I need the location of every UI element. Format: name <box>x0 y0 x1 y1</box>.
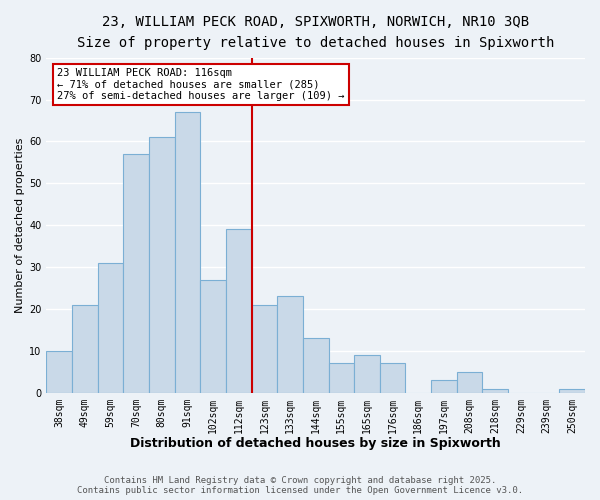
Text: Contains HM Land Registry data © Crown copyright and database right 2025.
Contai: Contains HM Land Registry data © Crown c… <box>77 476 523 495</box>
Bar <box>431 380 457 392</box>
Y-axis label: Number of detached properties: Number of detached properties <box>15 138 25 313</box>
Bar <box>354 355 380 393</box>
Bar <box>226 230 251 392</box>
Bar <box>303 338 329 392</box>
Bar <box>559 388 585 392</box>
Bar <box>329 364 354 392</box>
Bar <box>149 138 175 392</box>
Text: 23 WILLIAM PECK ROAD: 116sqm
← 71% of detached houses are smaller (285)
27% of s: 23 WILLIAM PECK ROAD: 116sqm ← 71% of de… <box>57 68 344 101</box>
Bar <box>124 154 149 392</box>
Bar <box>457 372 482 392</box>
Title: 23, WILLIAM PECK ROAD, SPIXWORTH, NORWICH, NR10 3QB
Size of property relative to: 23, WILLIAM PECK ROAD, SPIXWORTH, NORWIC… <box>77 15 554 50</box>
Bar <box>98 263 124 392</box>
Bar <box>277 296 303 392</box>
Bar <box>251 305 277 392</box>
Bar <box>482 388 508 392</box>
Bar <box>72 305 98 392</box>
Bar <box>46 351 72 393</box>
Bar <box>200 280 226 392</box>
Bar <box>380 364 406 392</box>
Bar <box>175 112 200 392</box>
X-axis label: Distribution of detached houses by size in Spixworth: Distribution of detached houses by size … <box>130 437 501 450</box>
